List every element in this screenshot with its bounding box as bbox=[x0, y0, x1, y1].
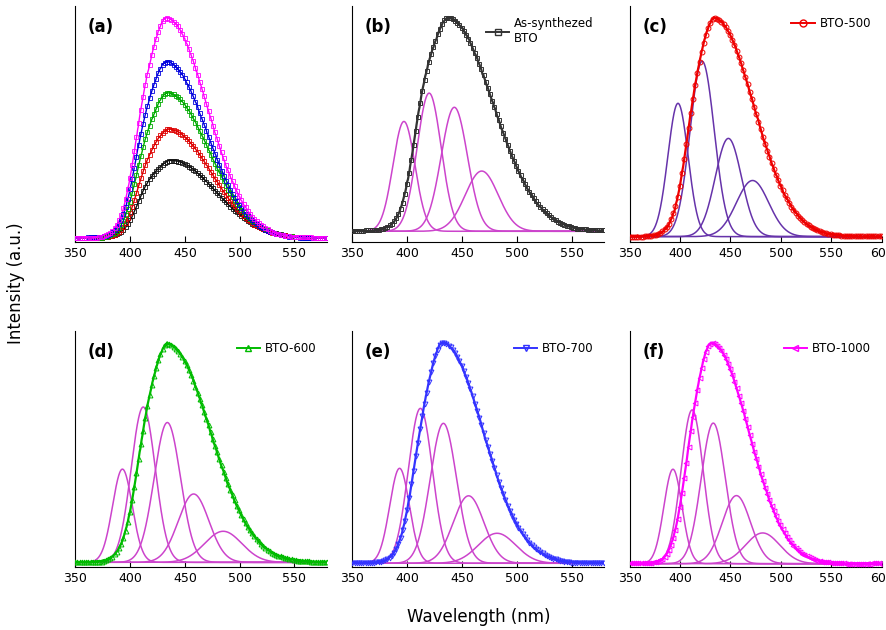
Text: (f): (f) bbox=[642, 343, 664, 361]
Text: Wavelength (nm): Wavelength (nm) bbox=[407, 609, 550, 626]
Legend: BTO-500: BTO-500 bbox=[787, 12, 875, 35]
Text: (d): (d) bbox=[88, 343, 115, 361]
Text: Intensity (a.u.): Intensity (a.u.) bbox=[7, 222, 25, 345]
Legend: BTO-1000: BTO-1000 bbox=[779, 337, 875, 360]
Text: (a): (a) bbox=[88, 18, 114, 36]
Legend: BTO-600: BTO-600 bbox=[232, 337, 322, 360]
Legend: BTO-700: BTO-700 bbox=[509, 337, 599, 360]
Legend: As-synthezed
BTO: As-synthezed BTO bbox=[481, 12, 599, 50]
Text: (c): (c) bbox=[642, 18, 667, 36]
Text: (b): (b) bbox=[365, 18, 392, 36]
Text: (e): (e) bbox=[365, 343, 392, 361]
